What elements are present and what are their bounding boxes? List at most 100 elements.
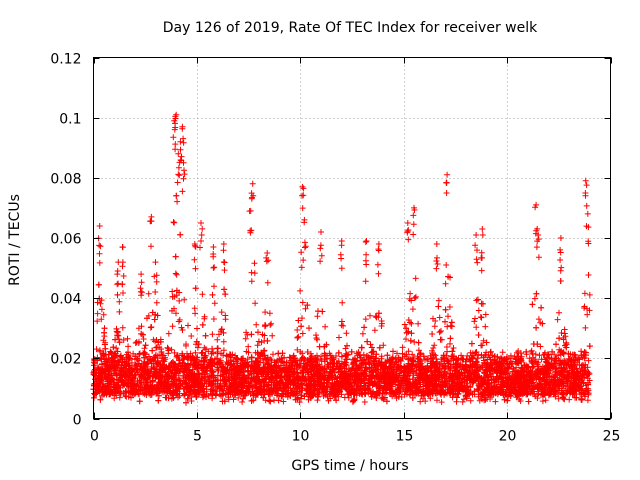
data-point — [192, 310, 199, 317]
data-point — [99, 360, 105, 367]
data-point — [165, 330, 172, 337]
data-point — [557, 349, 564, 356]
data-point — [535, 316, 542, 323]
data-point — [371, 327, 378, 334]
data-point — [113, 345, 120, 352]
data-point — [173, 310, 179, 317]
data-point — [232, 352, 239, 359]
data-point — [211, 300, 218, 307]
data-point — [288, 363, 295, 370]
data-point — [444, 348, 451, 355]
data-point — [473, 324, 480, 331]
data-point — [361, 324, 368, 331]
data-point — [96, 259, 103, 266]
data-point — [270, 351, 276, 358]
data-point — [398, 358, 405, 364]
data-point — [581, 290, 588, 297]
data-point — [399, 344, 406, 351]
data-point — [460, 396, 467, 403]
data-point — [556, 335, 563, 342]
data-point — [445, 313, 451, 320]
data-point — [532, 351, 539, 358]
data-point — [447, 340, 453, 347]
data-point — [509, 368, 516, 375]
data-point — [484, 356, 491, 363]
data-point — [467, 397, 474, 404]
data-point — [362, 316, 369, 323]
data-point — [357, 357, 363, 364]
data-point — [254, 342, 261, 349]
data-point — [194, 344, 201, 351]
data-point — [440, 352, 447, 359]
data-point — [218, 309, 225, 316]
data-point — [262, 309, 269, 316]
data-point — [343, 362, 350, 369]
data-point — [181, 296, 188, 303]
data-point — [115, 332, 122, 339]
data-point — [355, 349, 362, 355]
data-point — [471, 318, 478, 325]
data-point — [252, 300, 259, 307]
data-point — [201, 313, 208, 320]
data-point — [145, 290, 152, 297]
data-point — [269, 332, 276, 339]
data-point — [586, 307, 593, 314]
data-point — [403, 336, 409, 343]
data-point — [566, 396, 573, 403]
data-point — [188, 333, 195, 339]
data-point — [295, 333, 302, 340]
data-point — [367, 312, 373, 319]
data-point — [251, 260, 258, 267]
data-point — [359, 330, 366, 337]
data-point — [97, 300, 104, 307]
data-point — [240, 395, 246, 402]
data-point — [173, 271, 180, 278]
data-point — [542, 397, 549, 404]
data-point — [116, 298, 123, 305]
data-point — [171, 379, 178, 386]
data-point — [392, 381, 399, 388]
data-point — [116, 308, 123, 315]
data-point — [216, 331, 222, 338]
data-point — [192, 349, 199, 356]
data-point — [501, 396, 508, 403]
data-point — [431, 342, 438, 349]
data-point — [147, 356, 154, 363]
data-point — [339, 299, 346, 306]
data-point — [367, 341, 374, 348]
data-point — [539, 398, 546, 405]
data-point — [267, 322, 274, 328]
data-point — [562, 333, 569, 340]
data-point — [239, 399, 246, 405]
data-point — [174, 198, 181, 205]
data-point — [242, 335, 249, 342]
data-point — [158, 348, 165, 355]
data-point — [124, 335, 131, 342]
data-point — [586, 291, 593, 298]
data-point — [435, 297, 442, 304]
data-point — [453, 367, 460, 374]
data-point — [585, 390, 592, 397]
data-point — [477, 314, 484, 320]
data-point — [214, 336, 221, 343]
data-point — [361, 399, 368, 405]
data-point — [225, 396, 232, 403]
data-point — [447, 322, 454, 329]
data-point — [343, 330, 350, 337]
data-point — [507, 355, 514, 362]
data-point — [210, 316, 217, 322]
data-point — [394, 350, 400, 357]
data-point — [405, 348, 412, 355]
data-point — [478, 314, 485, 321]
data-point — [434, 397, 440, 404]
data-point — [412, 293, 419, 300]
data-point — [125, 343, 132, 350]
data-point — [264, 337, 271, 344]
data-point — [556, 309, 562, 316]
data-point — [209, 331, 216, 338]
data-point — [94, 318, 101, 325]
data-point — [372, 313, 379, 320]
data-point — [248, 278, 255, 285]
data-point — [446, 304, 453, 310]
data-point — [199, 291, 206, 298]
